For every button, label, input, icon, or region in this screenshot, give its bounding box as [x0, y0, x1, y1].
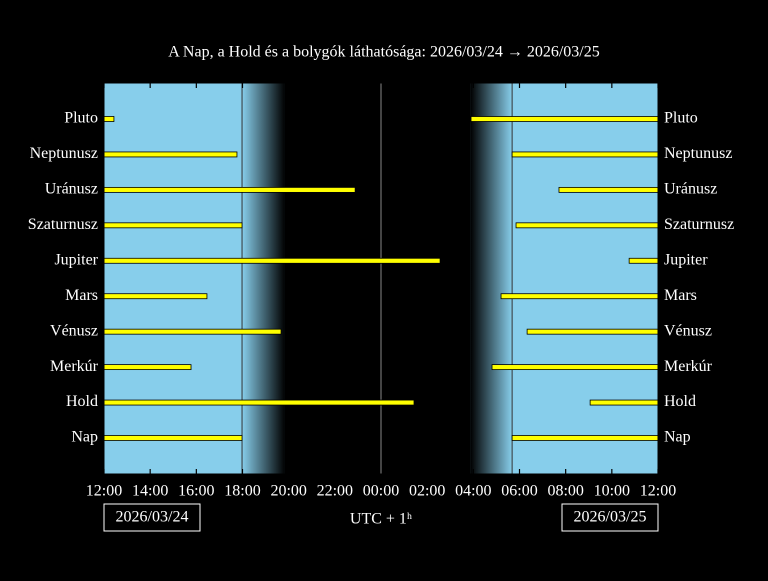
- row-label: Neptunusz: [30, 145, 98, 162]
- row-label: Mars: [664, 287, 697, 304]
- x-tick-label: 18:00: [224, 483, 260, 500]
- visibility-bar: [558, 186, 659, 193]
- date-box: [103, 503, 201, 532]
- row-label: Uránusz: [664, 181, 717, 198]
- date-box: [561, 503, 659, 532]
- chart-title: A Nap, a Hold és a bolygók láthatósága: …: [168, 44, 600, 61]
- dusk: [242, 83, 285, 474]
- row-label: Uránusz: [45, 181, 98, 198]
- row-label: Pluto: [64, 110, 98, 127]
- visibility-bar: [103, 222, 243, 229]
- x-axis-label: UTC + 1ʰ: [350, 511, 412, 528]
- visibility-bar: [103, 151, 238, 158]
- row-label: Merkúr: [50, 358, 99, 375]
- visibility-bar: [628, 257, 659, 264]
- x-tick-label: 08:00: [547, 483, 583, 500]
- row-label: Hold: [664, 393, 696, 410]
- visibility-bar: [103, 399, 415, 406]
- visibility-bar: [511, 435, 659, 441]
- visibility-bar: [103, 435, 243, 441]
- start-date: 2026/03/24: [116, 509, 189, 526]
- row-label: Nap: [664, 429, 691, 446]
- visibility-bar: [103, 257, 441, 264]
- visibility-bar: [500, 293, 659, 300]
- row-label: Jupiter: [664, 251, 708, 268]
- end-date: 2026/03/25: [574, 509, 647, 526]
- visibility-bar: [515, 222, 659, 229]
- row-label: Hold: [66, 393, 98, 410]
- row-label: Szaturnusz: [28, 216, 98, 233]
- x-tick-label: 12:00: [86, 483, 122, 500]
- x-tick-label: 00:00: [363, 483, 399, 500]
- row-label: Szaturnusz: [664, 216, 734, 233]
- row-label: Neptunusz: [664, 145, 732, 162]
- row-label: Vénusz: [664, 322, 712, 339]
- row-label: Jupiter: [54, 251, 98, 268]
- plot-frame: [103, 82, 659, 475]
- visibility-bar: [491, 364, 659, 371]
- night: [284, 83, 471, 474]
- x-tick-label: 04:00: [455, 483, 491, 500]
- visibility-bar: [103, 116, 115, 122]
- x-tick-label: 02:00: [409, 483, 445, 500]
- row-label: Merkúr: [664, 358, 713, 375]
- row-label: Pluto: [664, 110, 698, 127]
- row-label: Vénusz: [50, 322, 98, 339]
- visibility-bar: [103, 328, 282, 335]
- x-tick-label: 20:00: [270, 483, 306, 500]
- visibility-bar: [470, 116, 659, 122]
- x-tick-label: 06:00: [501, 483, 537, 500]
- x-tick-label: 14:00: [132, 483, 168, 500]
- x-tick-label: 12:00: [640, 483, 676, 500]
- visibility-bar: [103, 293, 208, 300]
- row-label: Mars: [65, 287, 98, 304]
- visibility-bar: [511, 151, 659, 158]
- x-tick-label: 22:00: [317, 483, 353, 500]
- row-label: Nap: [71, 429, 98, 446]
- dawn: [470, 83, 513, 474]
- x-tick-label: 10:00: [594, 483, 630, 500]
- plot-area: [103, 82, 659, 475]
- x-tick-label: 16:00: [178, 483, 214, 500]
- visibility-bar: [526, 328, 659, 335]
- visibility-bar: [589, 399, 659, 406]
- visibility-bar: [103, 186, 356, 193]
- visibility-bar: [103, 364, 192, 371]
